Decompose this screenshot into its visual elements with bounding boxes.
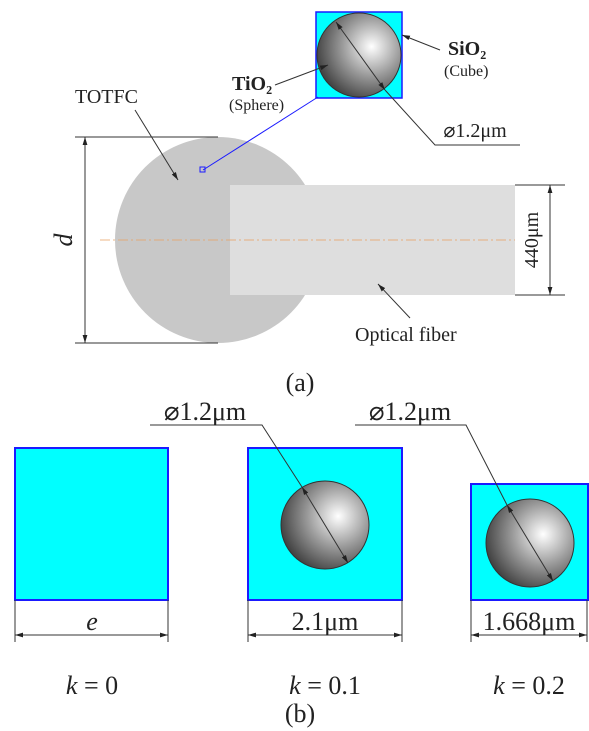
width-label: 440μm xyxy=(521,211,543,268)
k: k xyxy=(66,671,78,700)
sphere-label: (Sphere) xyxy=(229,97,284,114)
k-value: = 0.2 xyxy=(505,671,565,700)
dia-label: ⌀1.2μm xyxy=(164,397,246,426)
case-label: k = 0.1 xyxy=(289,671,361,700)
k: k xyxy=(493,671,505,700)
sio2-label: SiO₂ xyxy=(448,38,486,60)
sphere xyxy=(317,13,401,97)
cube xyxy=(15,448,168,600)
dia-label: ⌀1.2μm xyxy=(369,397,451,426)
case-label: k = 0.2 xyxy=(493,671,565,700)
dia-label: ⌀1.2μm xyxy=(443,120,507,142)
fiber-label: Optical fiber xyxy=(355,324,457,346)
case-label: k = 0 xyxy=(66,671,118,700)
k-value: = 0 xyxy=(77,671,118,700)
caption-b: (b) xyxy=(285,699,315,728)
k: k xyxy=(289,671,301,700)
cube-label: (Cube) xyxy=(444,63,488,80)
width-label: 2.1μm xyxy=(292,607,359,636)
width-label: e xyxy=(86,607,98,636)
tio2-label: TiO₂ xyxy=(232,73,272,95)
caption-a: (a) xyxy=(286,368,315,397)
sio2-leader xyxy=(402,35,440,50)
width-label: 1.668μm xyxy=(483,607,576,636)
d-label: d xyxy=(49,233,78,247)
k-value: = 0.1 xyxy=(301,671,361,700)
totfc-label: TOTFC xyxy=(75,86,138,108)
figure: d 440μm ⌀1.2μm TOTFC TiO₂ (Sphere) SiO₂ … xyxy=(0,0,589,731)
